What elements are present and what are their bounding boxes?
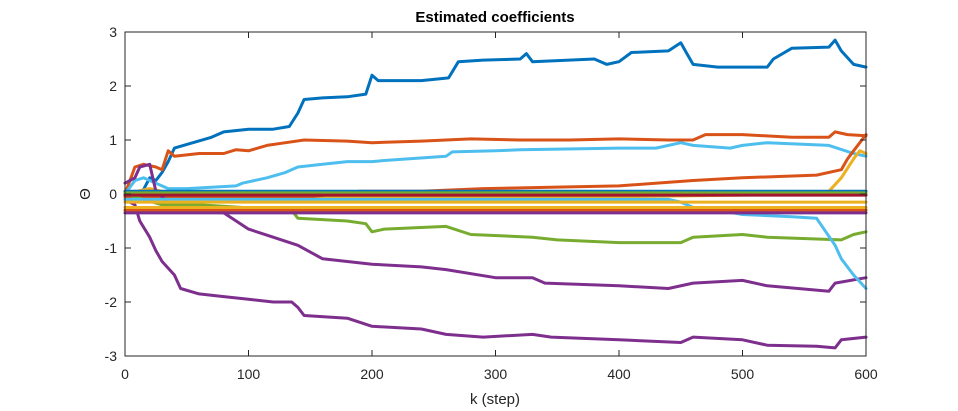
y-tick-label: 2 bbox=[109, 78, 117, 94]
x-tick-label: 300 bbox=[484, 366, 508, 382]
series-line-3 bbox=[123, 141, 868, 196]
y-axis-label: Θ bbox=[77, 188, 94, 200]
y-tick-label: -2 bbox=[105, 294, 118, 310]
series-line-1 bbox=[123, 38, 868, 199]
y-tick-label: -3 bbox=[105, 348, 118, 364]
y-tick-label: 1 bbox=[109, 132, 117, 148]
x-tick-label: 0 bbox=[121, 366, 129, 382]
tick-layer: 0 100 200 300 400 500 600 3 2 1 0 -1 -2 -3 bbox=[105, 24, 878, 382]
x-tick-label: 600 bbox=[854, 366, 878, 382]
series-layer bbox=[123, 38, 868, 350]
series-line-2 bbox=[123, 130, 868, 196]
x-tick-label: 500 bbox=[731, 366, 755, 382]
y-tick-label: -1 bbox=[105, 240, 118, 256]
series-line-6 bbox=[123, 197, 868, 350]
x-tick-label: 100 bbox=[237, 366, 261, 382]
y-tick-label: 0 bbox=[109, 186, 117, 202]
x-axis-label: k (step) bbox=[470, 391, 520, 408]
series-line-5 bbox=[123, 133, 868, 199]
chart-title: Estimated coefficients bbox=[415, 9, 574, 26]
x-tick-label: 400 bbox=[607, 366, 631, 382]
x-tick-label: 200 bbox=[360, 366, 384, 382]
y-tick-label: 3 bbox=[109, 24, 117, 40]
